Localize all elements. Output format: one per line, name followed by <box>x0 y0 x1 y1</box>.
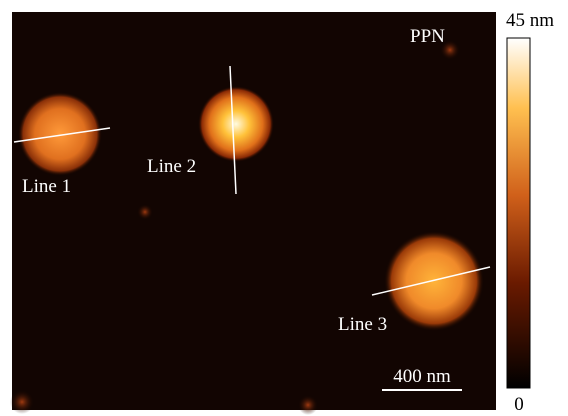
profile-label: Line 3 <box>338 314 387 335</box>
scale-bar-label: 400 nm <box>393 366 451 387</box>
afm-image: PPN Line 1 Line 2 Line 3 400 nm <box>10 12 496 415</box>
afm-figure: PPN Line 1 Line 2 Line 3 400 nm 45 nm 0 <box>0 0 568 416</box>
profile-label: Line 2 <box>147 156 196 177</box>
colorbar: 45 nm 0 <box>506 10 554 415</box>
colorbar-max: 45 nm <box>506 10 554 31</box>
colorbar-min: 0 <box>514 394 524 415</box>
profile-label: Line 1 <box>22 176 71 197</box>
sample-label: PPN <box>410 26 445 47</box>
